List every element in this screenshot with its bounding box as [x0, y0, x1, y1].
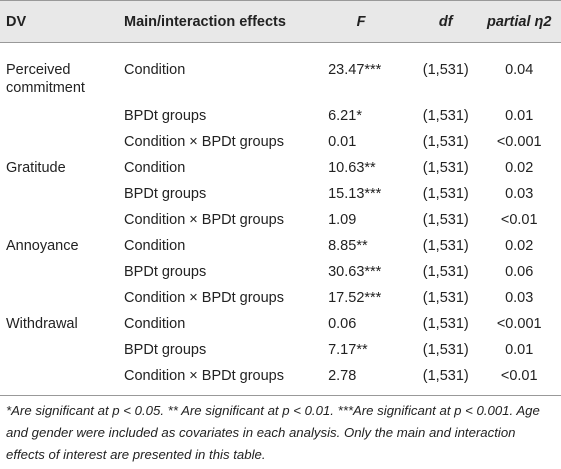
eta-cell: 0.02: [505, 238, 534, 254]
df-cell: (1,531): [422, 316, 469, 332]
eta-cell: <0.001: [496, 134, 542, 150]
effect-cell: Condition × BPDt groups: [124, 134, 284, 150]
header-cell: F: [356, 13, 366, 30]
df-cell: (1,531): [422, 368, 469, 384]
eta-cell: 0.01: [505, 342, 534, 358]
f-cell: 6.21*: [328, 108, 362, 124]
table-row: BPDt groups 15.13*** (1,531) 0.03: [0, 181, 561, 207]
df-cell: (1,531): [422, 238, 469, 254]
f-cell: 8.85**: [328, 238, 368, 254]
f-cell: 0.06: [328, 316, 357, 332]
df-cell: (1,531): [422, 212, 469, 228]
dv-cell: [0, 129, 118, 155]
f-cell: 7.17**: [328, 342, 368, 358]
f-cell: 30.63***: [328, 264, 382, 280]
header-cell: DV: [6, 13, 27, 30]
table-row: BPDt groups 6.21* (1,531) 0.01: [0, 103, 561, 129]
table-row: Condition × BPDt groups 0.01 (1,531) <0.001: [0, 129, 561, 155]
df-cell: (1,531): [422, 62, 469, 78]
f-cell: 2.78: [328, 368, 357, 384]
table-row: Perceived commitment Condition 23.47*** (1,…: [0, 43, 561, 104]
eta-cell: 0.02: [505, 160, 534, 176]
effect-cell: Condition: [124, 238, 186, 254]
effect-cell: Condition × BPDt groups: [124, 212, 284, 228]
dv-cell: Gratitude: [6, 160, 66, 176]
table-row: Condition × BPDt groups 17.52*** (1,531) 0.…: [0, 285, 561, 311]
effect-cell: Condition: [124, 62, 186, 78]
df-cell: (1,531): [422, 186, 469, 202]
dv-cell: [0, 285, 118, 311]
eta-cell: 0.01: [505, 108, 534, 124]
effect-cell: BPDt groups: [124, 264, 207, 280]
dv-cell: Perceived commitment: [6, 62, 85, 96]
dv-cell: [0, 363, 118, 396]
table-row: Condition × BPDt groups 2.78 (1,531) <0.01: [0, 363, 561, 396]
df-cell: (1,531): [422, 160, 469, 176]
table-row: BPDt groups 7.17** (1,531) 0.01: [0, 337, 561, 363]
header-cell: partial η2: [486, 13, 552, 30]
header-cell: Main/interaction effects: [124, 13, 286, 30]
table-row: BPDt groups 30.63*** (1,531) 0.06: [0, 259, 561, 285]
table-row: Gratitude Condition 10.63** (1,531) 0.02: [0, 155, 561, 181]
dv-cell: [0, 207, 118, 233]
f-cell: 1.09: [328, 212, 357, 228]
dv-cell: [0, 181, 118, 207]
df-cell: (1,531): [422, 108, 469, 124]
dv-cell: [0, 259, 118, 285]
eta-cell: 0.04: [505, 62, 534, 78]
df-cell: (1,531): [422, 290, 469, 306]
f-cell: 17.52***: [328, 290, 382, 306]
df-cell: (1,531): [422, 134, 469, 150]
f-cell: 15.13***: [328, 186, 382, 202]
effect-cell: Condition: [124, 316, 186, 332]
table-row: Annoyance Condition 8.85** (1,531) 0.02: [0, 233, 561, 259]
table-row: Withdrawal Condition 0.06 (1,531) <0.001: [0, 311, 561, 337]
f-cell: 10.63**: [328, 160, 376, 176]
dv-cell: Withdrawal: [6, 316, 78, 332]
effect-cell: Condition: [124, 160, 186, 176]
f-cell: 0.01: [328, 134, 357, 150]
eta-cell: 0.06: [505, 264, 534, 280]
eta-cell: <0.01: [500, 368, 538, 384]
effect-cell: BPDt groups: [124, 342, 207, 358]
effect-cell: Condition × BPDt groups: [124, 368, 284, 384]
effect-cell: BPDt groups: [124, 186, 207, 202]
dv-cell: Annoyance: [6, 238, 79, 254]
effect-cell: BPDt groups: [124, 108, 207, 124]
df-cell: (1,531): [422, 264, 469, 280]
f-cell: 23.47***: [328, 62, 382, 78]
dv-cell: [0, 103, 118, 129]
header-cell: df: [438, 13, 453, 30]
footnote: *Are significant at p < 0.05. ** Are sig…: [6, 403, 540, 462]
dv-cell: [0, 337, 118, 363]
eta-cell: 0.03: [505, 290, 534, 306]
table-row: Condition × BPDt groups 1.09 (1,531) <0.01: [0, 207, 561, 233]
table-body: Perceived commitment Condition 23.47*** (1,…: [0, 43, 561, 396]
eta-cell: <0.01: [500, 212, 538, 228]
effect-cell: Condition × BPDt groups: [124, 290, 284, 306]
df-cell: (1,531): [422, 342, 469, 358]
eta-cell: 0.03: [505, 186, 534, 202]
eta-cell: <0.001: [496, 316, 542, 332]
